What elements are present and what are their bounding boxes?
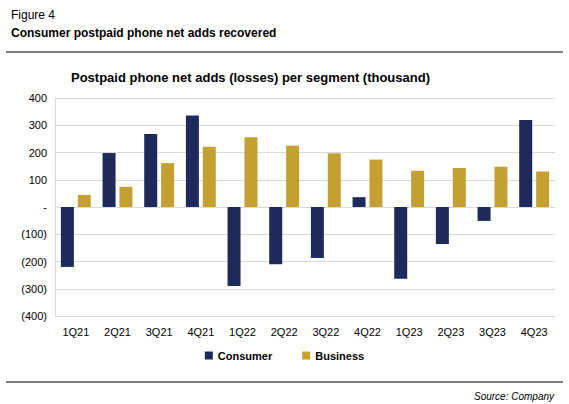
- svg-text:300: 300: [29, 119, 47, 131]
- svg-text:(300): (300): [21, 283, 47, 295]
- svg-text:4Q22: 4Q22: [354, 326, 381, 338]
- svg-text:2Q23: 2Q23: [437, 326, 464, 338]
- svg-text:400: 400: [29, 92, 47, 104]
- svg-text:(400): (400): [21, 310, 47, 322]
- svg-text:100: 100: [29, 174, 47, 186]
- svg-text:Postpaid phone net adds (losse: Postpaid phone net adds (losses) per seg…: [71, 70, 430, 85]
- svg-text:2Q21: 2Q21: [104, 326, 131, 338]
- svg-text:Consumer: Consumer: [218, 350, 273, 362]
- svg-text:(200): (200): [21, 256, 47, 268]
- svg-text:1Q23: 1Q23: [396, 326, 423, 338]
- svg-text:Business: Business: [315, 350, 364, 362]
- svg-text:1Q21: 1Q21: [62, 326, 89, 338]
- svg-text:200: 200: [29, 147, 47, 159]
- svg-text:3Q22: 3Q22: [312, 326, 339, 338]
- svg-text:Consumer postpaid phone net ad: Consumer postpaid phone net adds recover…: [11, 26, 276, 40]
- svg-text:1Q22: 1Q22: [229, 326, 256, 338]
- svg-text:4Q23: 4Q23: [521, 326, 548, 338]
- svg-text:3Q23: 3Q23: [479, 326, 506, 338]
- svg-text:-: -: [43, 201, 47, 213]
- svg-text:3Q21: 3Q21: [146, 326, 173, 338]
- svg-text:(100): (100): [21, 228, 47, 240]
- svg-text:Source: Company: Source: Company: [474, 391, 555, 402]
- svg-text:4Q21: 4Q21: [187, 326, 214, 338]
- svg-text:Figure 4: Figure 4: [11, 8, 55, 22]
- svg-text:2Q22: 2Q22: [271, 326, 298, 338]
